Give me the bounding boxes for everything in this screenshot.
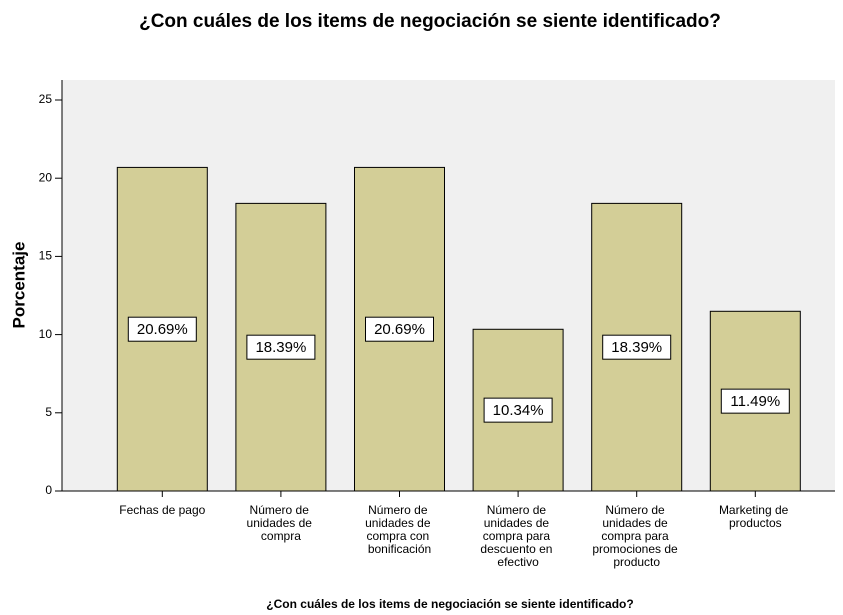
value-label-group: 18.39% (602, 334, 672, 360)
y-tick-label: 20 (39, 170, 53, 184)
y-tick-label: 0 (45, 483, 52, 497)
value-label-group: 18.39% (246, 334, 316, 360)
y-tick-label: 10 (39, 327, 53, 341)
value-label-box (365, 316, 434, 342)
value-label-group: 20.69% (365, 316, 434, 342)
x-axis-label: ¿Con cuáles de los items de negociación … (266, 597, 633, 611)
x-tick-label: Número de unidades de compra para promoc… (592, 503, 681, 569)
value-label-box (602, 334, 672, 360)
x-tick-label: Fechas de pago (119, 503, 205, 517)
value-label-group: 20.69% (127, 316, 197, 342)
chart-title: ¿Con cuáles de los items de negociación … (139, 11, 721, 32)
x-tick-label: Número de unidades de compra para descue… (480, 503, 555, 569)
y-tick-label: 25 (39, 92, 53, 106)
value-label-group: 10.34% (483, 397, 553, 423)
value-label: 18.39% (611, 339, 662, 356)
value-label: 20.69% (374, 321, 425, 338)
value-label-box (483, 397, 553, 423)
value-label-group: 11.49% (720, 388, 790, 414)
y-tick-label: 5 (45, 405, 52, 419)
x-tick-label: Número de unidades de compra con bonific… (365, 503, 434, 556)
value-label-box (246, 334, 316, 360)
value-label: 18.39% (255, 339, 306, 356)
y-tick-label: 15 (39, 249, 53, 263)
y-axis-label: Porcentaje (9, 242, 28, 329)
value-label-box (127, 316, 197, 342)
value-label: 20.69% (137, 321, 188, 338)
x-tick-label: Marketing de productos (719, 503, 792, 530)
value-label: 10.34% (493, 402, 544, 419)
value-label-box (720, 388, 790, 414)
value-label: 11.49% (730, 393, 780, 410)
x-tick-label: Número de unidades de compra (247, 503, 316, 543)
